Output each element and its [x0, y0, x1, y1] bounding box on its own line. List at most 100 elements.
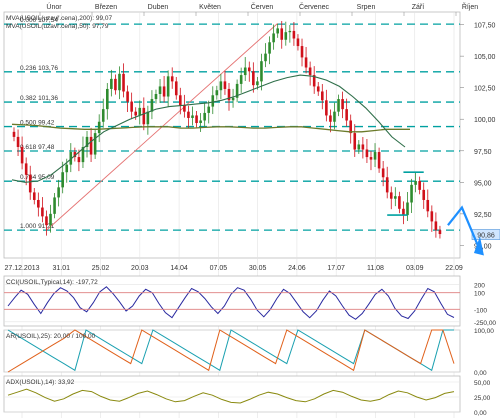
legend-entry: MVA(USOIL(uzavř.cena),50): 97,79	[6, 23, 109, 30]
projection-arrow	[447, 205, 484, 256]
date-tick-label: 03.09	[406, 265, 424, 272]
date-tick-label: 25.02	[92, 265, 110, 272]
candle-body	[166, 76, 170, 97]
panel-label: ADX(USOIL),14): 33,92	[6, 379, 75, 386]
fib-level-label: 1.000 91,21	[20, 223, 55, 230]
price-tick-label: 105,00	[474, 54, 496, 61]
candle-body	[170, 76, 174, 82]
date-tick-label: 24.06	[288, 265, 306, 272]
date-axis: 27.12.2013 31.01 25.02 20.03 14.04 07.05 30.05…	[4, 265, 462, 272]
candle-body	[49, 213, 52, 226]
price-tick-label: 92,50	[474, 212, 492, 219]
candle-body	[110, 78, 113, 89]
date-tick-label: 07.05	[210, 265, 228, 272]
candle-body	[150, 99, 154, 112]
candle-body	[231, 97, 235, 101]
candle-body	[211, 95, 215, 107]
candle-body	[316, 86, 320, 92]
month-label: Červen	[251, 2, 274, 11]
price-tick-label: 102,50	[474, 86, 496, 93]
candle-body	[195, 115, 198, 124]
panel-tick-label: -100	[474, 307, 487, 314]
candle-body	[381, 168, 385, 178]
candle-body	[146, 111, 150, 125]
candle-body	[158, 86, 162, 94]
candle-body	[430, 211, 434, 222]
candle-body	[130, 101, 133, 112]
price-axis: 107,50 105,00 102,50 100,00 97,50 95,00 92,50 9…	[460, 23, 500, 250]
candle-body	[406, 202, 409, 216]
candle-body	[418, 181, 421, 190]
candle-body	[312, 75, 316, 87]
candle-body	[32, 192, 36, 200]
aroon-indicator: 100,00 0,00 AR(USOIL),25): 20,00 / 100,00	[3, 328, 494, 377]
date-tick-label: 11.08	[367, 265, 384, 272]
candle-body	[215, 90, 219, 96]
candle-body	[276, 28, 279, 34]
candle-body	[235, 83, 239, 98]
price-tick-label: 90,00	[474, 243, 492, 250]
month-label: Únor	[46, 2, 62, 11]
date-tick-label: 20.03	[131, 265, 149, 272]
candle-body	[357, 144, 361, 150]
panel-tick-label: 0,00	[474, 370, 487, 377]
ma200-line	[11, 123, 410, 133]
month-label: Srpen	[357, 4, 376, 11]
fib-level-label: 0.382 101,36	[20, 95, 58, 102]
candle-body	[333, 111, 336, 122]
month-label: Březen	[95, 4, 117, 11]
candle-body	[292, 30, 296, 39]
candle-body	[341, 99, 344, 110]
candle-body	[126, 91, 129, 102]
candle-body	[280, 28, 284, 40]
fib-level-label: 0.764 95,09	[20, 174, 55, 181]
panel-tick-label: 50,00	[474, 380, 491, 387]
candle-body	[207, 106, 211, 113]
candle-body	[138, 107, 142, 116]
current-price-tag	[471, 229, 500, 240]
candle-body	[187, 111, 190, 118]
candle-body	[361, 144, 365, 150]
candle-body	[373, 152, 377, 160]
current-price-label: 90,86	[477, 233, 495, 240]
candle-body	[16, 136, 20, 147]
candle-body	[345, 109, 348, 121]
candle-body	[20, 146, 24, 164]
candle-body	[434, 221, 438, 231]
candle-body	[53, 197, 56, 214]
candle-body	[199, 120, 202, 124]
candle-body	[77, 157, 81, 163]
ma50-line	[11, 74, 406, 183]
candle-body	[394, 196, 397, 199]
candle-body	[122, 73, 125, 92]
candle-body	[377, 152, 381, 169]
date-tick-label: 31.01	[53, 265, 71, 272]
candle-body	[12, 131, 16, 137]
candle-body	[61, 172, 64, 188]
date-tick-label: 27.12.2013	[4, 265, 39, 272]
month-label: Říjen	[462, 2, 478, 11]
candle-body	[142, 107, 146, 125]
main-legend: MVA(USOIL(uzavř.cena),200): 99,07MVA(USO…	[6, 15, 112, 30]
candle-body	[300, 46, 304, 58]
panel-tick-label: -250,00	[474, 320, 496, 327]
candle-body	[81, 146, 85, 163]
candle-body	[398, 196, 401, 209]
candle-body	[349, 120, 352, 134]
price-frame	[3, 11, 461, 259]
candle-body	[65, 164, 69, 173]
candle-body	[325, 100, 328, 116]
candle-body	[154, 94, 158, 100]
price-tick-label: 97,50	[474, 149, 492, 156]
panel-tick-label: 25,00	[474, 395, 491, 402]
candlesticks	[12, 20, 442, 239]
month-labels: Únor Březen Duben Květen Červen Červenec Srpen…	[39, 2, 478, 16]
candle-body	[353, 133, 357, 150]
candle-body	[426, 199, 430, 212]
candle-body	[304, 57, 308, 68]
panel-tick-label: 100,00	[474, 328, 494, 335]
date-tick-label: 30.05	[249, 265, 267, 272]
fib-level-label: 0.000 107,54	[20, 17, 58, 24]
fib-level-label: 0.236 103,76	[20, 65, 58, 72]
